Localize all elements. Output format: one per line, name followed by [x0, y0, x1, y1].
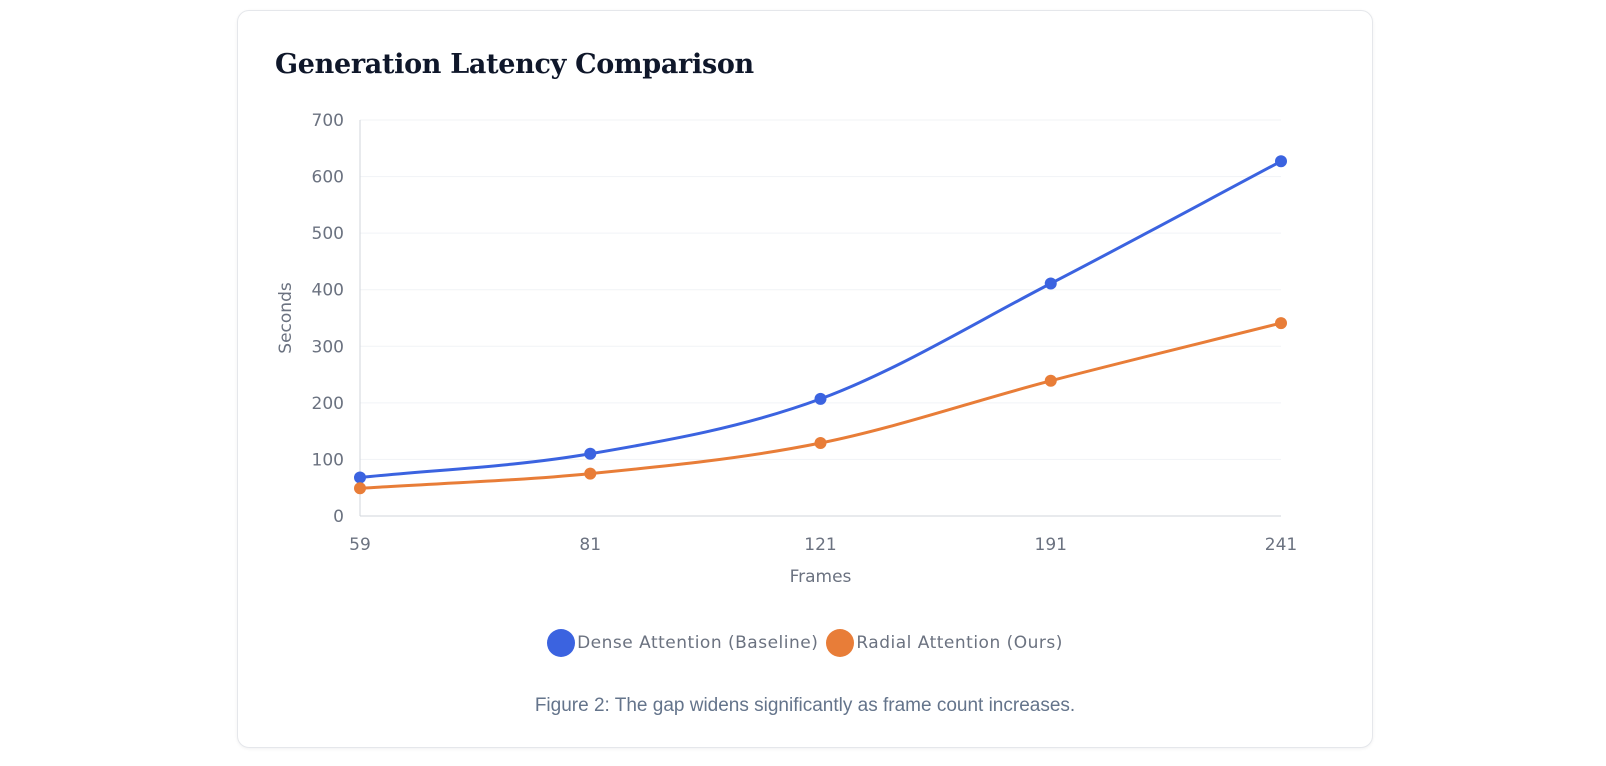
x-tick-label: 59: [349, 535, 371, 555]
legend: Dense Attention (Baseline) Radial Attent…: [238, 629, 1372, 657]
y-tick-label: 200: [312, 394, 344, 414]
y-tick-label: 700: [312, 111, 344, 131]
data-point: [814, 437, 827, 450]
series-line: [358, 159, 1283, 480]
chart-plot: 0 100 200 300 400 500 600 700 59 81 121 191 241 Frame…: [276, 111, 1297, 587]
y-tick-label: 400: [312, 281, 344, 301]
legend-label-radial: Radial Attention (Ours): [856, 633, 1063, 653]
y-tick-label: 300: [312, 337, 344, 357]
series-radial: [354, 317, 1287, 495]
data-point: [1044, 374, 1057, 387]
legend-swatch-radial: [826, 629, 855, 657]
data-point: [354, 471, 366, 484]
chart-card: Generation Latency Comparison 0 100 200 300…: [237, 10, 1373, 748]
data-point: [1275, 155, 1287, 168]
x-tick-label: 81: [579, 535, 601, 555]
x-axis-label: Frames: [790, 567, 852, 587]
chart-title: Generation Latency Comparison: [275, 49, 754, 80]
y-tick-label: 100: [312, 450, 344, 470]
data-point: [584, 447, 597, 460]
data-point: [354, 482, 366, 495]
y-axis-label: Seconds: [276, 282, 296, 354]
series-dense: [354, 155, 1287, 484]
legend-item-dense: Dense Attention (Baseline): [547, 629, 818, 657]
tick-labels: 0 100 200 300 400 500 600 700 59 81 121 191 241 Frame…: [276, 111, 1297, 587]
x-tick-label: 191: [1035, 535, 1067, 555]
series-line: [358, 321, 1283, 490]
figure-caption: Figure 2: The gap widens significantly a…: [534, 695, 1076, 716]
legend-swatch-dense: [547, 629, 576, 657]
data-point: [1044, 277, 1057, 290]
data-point: [1275, 317, 1287, 330]
y-tick-label: 500: [312, 224, 344, 244]
axes: [359, 120, 1281, 517]
series-group: [354, 155, 1287, 495]
x-tick-label: 241: [1265, 535, 1297, 555]
y-tick-label: 600: [312, 168, 344, 188]
data-point: [584, 467, 597, 480]
legend-item-radial: Radial Attention (Ours): [826, 629, 1063, 657]
y-tick-label: 0: [333, 507, 344, 527]
grid-lines: [360, 119, 1281, 460]
legend-label-dense: Dense Attention (Baseline): [577, 633, 819, 653]
x-tick-label: 121: [804, 535, 836, 555]
data-point: [814, 392, 827, 405]
